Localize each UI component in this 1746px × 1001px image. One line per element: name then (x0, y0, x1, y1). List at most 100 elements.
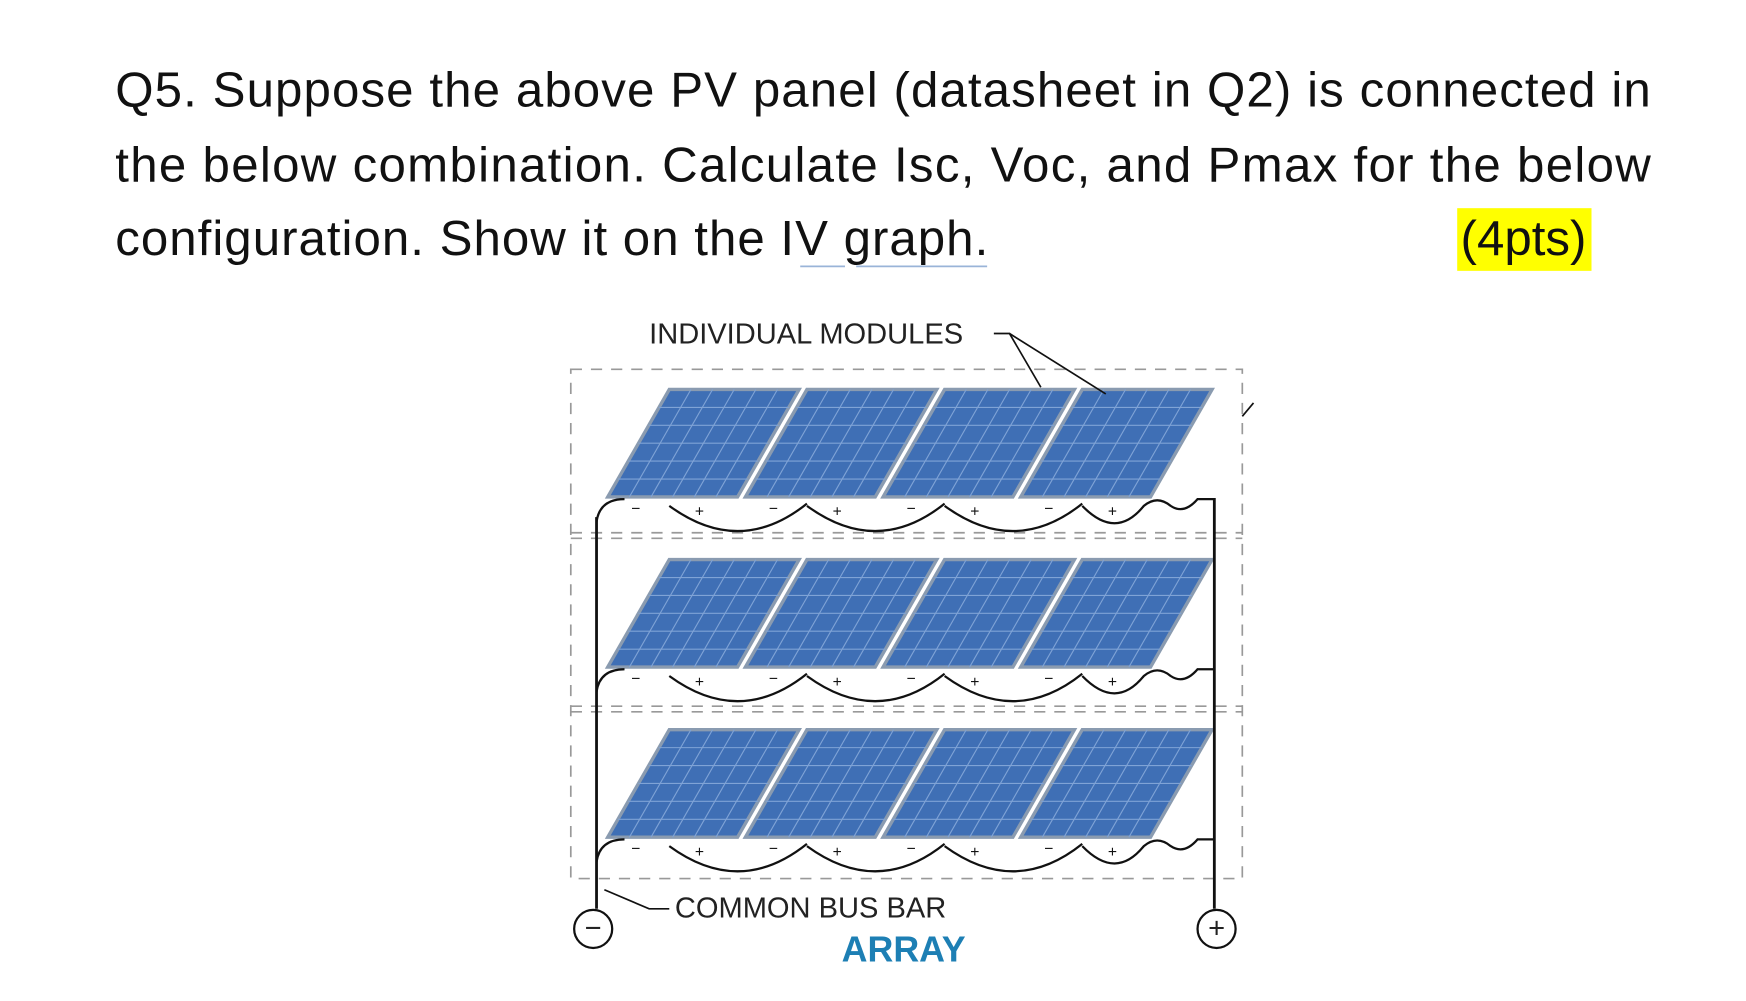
cell-line (628, 729, 692, 838)
cell-line (990, 389, 1054, 498)
cell-line (650, 389, 714, 498)
terminal-minus: − (769, 670, 778, 687)
modules-leader (993, 332, 1255, 417)
cell-line (809, 729, 873, 838)
bus-leader (604, 888, 670, 910)
cell-line (1106, 559, 1170, 668)
modules-label: INDIVIDUAL MODULES (649, 319, 963, 351)
cell-line (990, 729, 1054, 838)
highlight (1457, 208, 1592, 271)
terminal-minus: − (906, 670, 915, 687)
question-line: the below combination. Calculate Isc, Vo… (115, 137, 1651, 192)
modules: − + − + − + − + − + − + − + − + − + − + − + − + (595, 387, 1215, 873)
wire (943, 843, 1083, 873)
array-label: ARRAY (842, 929, 966, 969)
terminal-minus: − (906, 841, 915, 858)
terminal-plus: + (833, 674, 842, 691)
terminal-minus: − (1044, 500, 1053, 517)
cell-line (766, 729, 830, 838)
cell-line (1106, 729, 1170, 838)
cell-line (947, 389, 1011, 498)
positive-terminal (1196, 908, 1237, 950)
question-line: configuration. Show it on the IV graph. (115, 211, 988, 266)
cell-line (809, 389, 873, 498)
terminal-minus: − (906, 500, 915, 517)
terminal-minus: − (631, 500, 640, 517)
cell-line (672, 729, 735, 838)
cell-line (715, 559, 778, 668)
cell-line (853, 729, 916, 838)
cell-line (831, 559, 894, 668)
cell-line (715, 729, 778, 838)
cell-line (672, 559, 735, 668)
cell-line (693, 729, 757, 838)
cell-line (904, 389, 967, 498)
negative-terminal (573, 908, 614, 950)
wire (1081, 668, 1215, 695)
cell-line (947, 729, 1011, 838)
wire (943, 502, 1083, 533)
cell-line (788, 729, 851, 838)
question-line: Q5. Suppose the above PV panel (datashee… (115, 62, 1651, 117)
cell-line (1128, 559, 1191, 668)
cell-line (650, 559, 714, 668)
wire (943, 672, 1083, 703)
cell-line (628, 559, 692, 668)
wire (1081, 498, 1215, 525)
cell-line (1041, 559, 1105, 668)
cell-line (650, 729, 714, 838)
cell-line (628, 389, 692, 498)
cell-line (1085, 729, 1148, 838)
terminal-plus: + (1108, 674, 1117, 691)
cell-line (1063, 559, 1127, 668)
cell-line (1063, 729, 1127, 838)
wire (806, 843, 946, 873)
terminal-plus: + (695, 844, 704, 861)
cell-line (766, 559, 830, 668)
wire (806, 672, 946, 703)
terminal-plus: + (833, 844, 842, 861)
terminal-plus: + (970, 844, 979, 861)
terminal-minus: − (1044, 841, 1053, 858)
terminal-minus: − (1044, 670, 1053, 687)
cell-line (788, 559, 851, 668)
cell-line (1106, 389, 1170, 498)
terminal-plus: + (833, 504, 842, 521)
cell-line (715, 389, 778, 498)
cell-line (809, 559, 873, 668)
wire (595, 838, 625, 862)
terminal-minus: − (631, 841, 640, 858)
array-border (569, 368, 1244, 880)
cell-line (1063, 389, 1127, 498)
cell-line (1128, 729, 1191, 838)
cell-line (969, 559, 1032, 668)
cell-line (1041, 729, 1105, 838)
cell-line (766, 389, 830, 498)
wire (595, 498, 625, 522)
cell-line (925, 559, 989, 668)
terminal-plus: + (1108, 844, 1117, 861)
cell-line (831, 389, 894, 498)
row-separators (570, 531, 1243, 713)
wire (1081, 838, 1215, 865)
cell-line (1085, 389, 1148, 498)
cell-line (925, 729, 989, 838)
points: (4pts) (1461, 211, 1587, 266)
cell-line (693, 559, 757, 668)
cell-line (788, 389, 851, 498)
wire (668, 502, 808, 533)
cell-line (969, 389, 1032, 498)
cell-line (904, 559, 967, 668)
terminal-minus: − (769, 841, 778, 858)
cell-line (672, 389, 735, 498)
cell-line (1041, 389, 1105, 498)
cell-line (904, 729, 967, 838)
cell-line (853, 389, 916, 498)
cell-line (925, 389, 989, 498)
terminal-plus: + (695, 674, 704, 691)
positive-sign: + (1208, 913, 1225, 945)
terminal-plus: + (1108, 504, 1117, 521)
cell-line (1128, 389, 1191, 498)
wire (595, 668, 625, 692)
